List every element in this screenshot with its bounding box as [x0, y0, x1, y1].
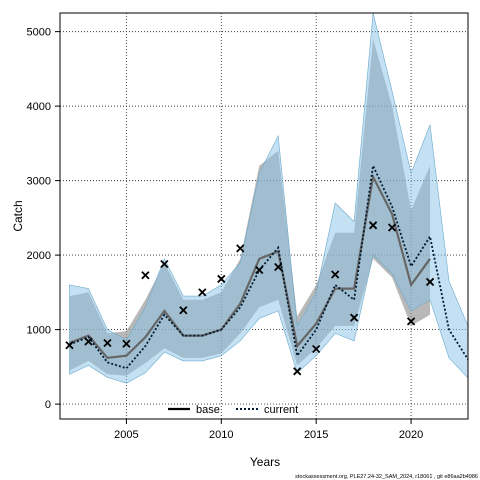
observed-point-2021 — [425, 277, 435, 287]
series-lines — [69, 162, 469, 370]
observed-point-stroke-b — [293, 367, 302, 376]
observed-point-stroke-b — [331, 270, 340, 279]
observed-point-2005 — [122, 339, 131, 348]
observed-point-stroke-b — [103, 338, 112, 348]
y-tick-label-1000: 1000 — [27, 325, 51, 337]
observed-point-stroke-b — [425, 277, 435, 287]
y-tick-label-5000: 5000 — [27, 27, 51, 39]
legend: base current — [168, 404, 298, 416]
observed-point-2019 — [387, 223, 397, 232]
observed-point-2017 — [350, 313, 359, 322]
axes: 2005 2010 2015 2020 0 1000 2000 3000 4000 5000 — [27, 27, 424, 441]
observed-point-2012 — [255, 265, 264, 275]
observed-point-stroke-b — [141, 271, 150, 280]
x-tick-label-2015: 2015 — [304, 429, 328, 441]
plot-frame — [59, 12, 469, 420]
observed-point-stroke-b — [198, 288, 207, 297]
x-tick-label-2020: 2020 — [399, 429, 423, 441]
legend-current-label: current — [264, 404, 298, 416]
observed-point-stroke-b — [387, 223, 397, 232]
observed-points — [65, 221, 435, 376]
legend-base-label: base — [196, 404, 220, 416]
observed-point-stroke-b — [122, 339, 131, 348]
observed-point-2014 — [293, 367, 302, 376]
observed-point-stroke-b — [217, 274, 226, 284]
observed-point-stroke-b — [368, 221, 378, 230]
y-tick-label-3000: 3000 — [27, 176, 51, 188]
y-tick-label-4000: 4000 — [27, 101, 51, 113]
observed-point-2010 — [217, 274, 226, 284]
observed-point-2004 — [103, 338, 112, 348]
observed-point-2002 — [65, 341, 74, 350]
observed-point-stroke-b — [274, 262, 283, 272]
observed-point-2018 — [368, 221, 378, 230]
observed-point-stroke-b — [406, 317, 416, 326]
x-tick-label-2005: 2005 — [114, 429, 138, 441]
footer-credit: stockassessment.org, PLE27.24-32_SAM_202… — [295, 474, 478, 480]
x-tick-label-2010: 2010 — [209, 429, 233, 441]
observed-point-stroke-b — [160, 259, 169, 269]
observed-point-stroke-b — [312, 344, 321, 354]
observed-point-2006 — [141, 271, 150, 280]
observed-point-stroke-b — [65, 341, 74, 350]
x-axis-title: Years — [250, 455, 280, 469]
observed-point-stroke-b — [236, 244, 245, 253]
observed-point-2009 — [198, 288, 207, 297]
observed-point-2003 — [84, 337, 93, 346]
observed-point-2011 — [236, 244, 245, 253]
observed-point-2015 — [312, 344, 321, 354]
observed-point-stroke-b — [255, 265, 264, 275]
observed-point-2013 — [274, 262, 283, 272]
y-tick-label-0: 0 — [45, 399, 51, 411]
y-axis-title: Catch — [11, 200, 25, 231]
observed-point-2016 — [331, 270, 340, 279]
observed-point-stroke-b — [84, 337, 93, 346]
observed-point-stroke-b — [350, 313, 359, 322]
observed-point-2008 — [179, 306, 188, 315]
base-series-line — [69, 173, 431, 360]
observed-point-stroke-b — [179, 306, 188, 315]
observed-point-2020 — [406, 317, 416, 326]
y-tick-label-2000: 2000 — [27, 250, 51, 262]
observed-point-2007 — [160, 259, 169, 269]
